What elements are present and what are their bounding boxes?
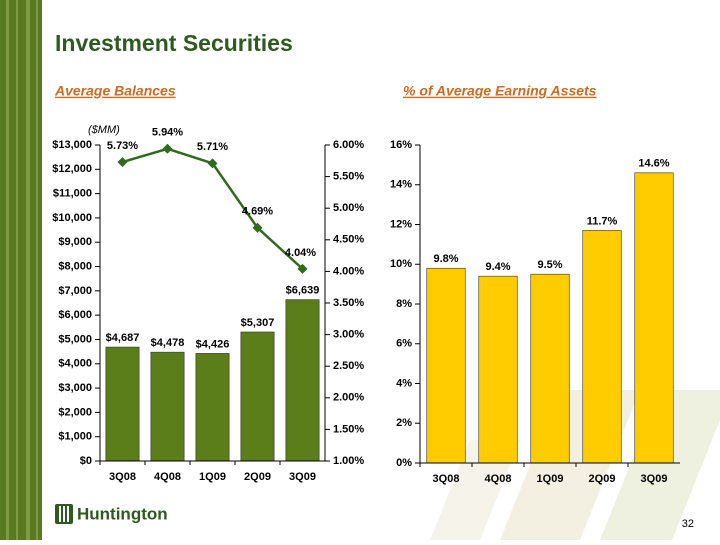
marker [297,263,308,274]
x-tick-label: 3Q09 [641,473,668,485]
y2-tick-label: 4.00% [333,265,364,277]
y-tick-label: 14% [390,179,412,191]
y2-tick-label: 1.50% [333,423,364,435]
x-tick-label: 4Q08 [485,473,512,485]
y2-tick-label: 4.50% [333,234,364,246]
slide-title: Investment Securities [55,30,293,56]
bar [240,331,275,462]
y-tick-label: $9,000 [58,236,92,248]
x-tick-label: 2Q09 [244,471,271,483]
data-label: $4,687 [106,332,140,344]
side-stripe [0,0,42,540]
y2-tick-label: 6.00% [333,139,364,151]
y2-tick-label: 1.00% [333,455,364,467]
y-tick-label: $13,000 [52,139,92,151]
data-label: 5.94% [152,127,183,139]
y-tick-label: 16% [390,139,412,151]
data-label: 5.73% [107,140,138,152]
marker [162,143,173,154]
y-tick-label: 4% [396,377,412,389]
background-shapes [430,390,720,540]
y2-tick-label: 5.50% [333,171,364,183]
data-label: 9.8% [433,253,458,265]
bar [582,230,622,464]
y-tick-label: $7,000 [58,285,92,297]
bar [150,351,185,462]
y2-tick-label: 2.00% [333,392,364,404]
bar [285,299,320,462]
data-label: $4,426 [196,338,230,350]
logo-text: Huntington [77,504,168,523]
chart-title: % of Average Earning Assets [403,83,597,99]
marker [117,157,128,168]
data-label: $5,307 [241,317,275,329]
x-tick-label: 3Q08 [433,473,460,485]
data-label: 5.71% [197,141,228,153]
x-tick-label: 1Q09 [199,471,226,483]
y2-tick-label: 3.00% [333,329,364,341]
bar [478,275,518,464]
x-tick-label: 2Q09 [589,473,616,485]
y-tick-label: 0% [396,457,412,469]
y-tick-label: 12% [390,218,412,230]
y-tick-label: $8,000 [58,260,92,272]
data-label: 4.69% [242,206,273,218]
bar [105,346,140,462]
y-tick-label: $11,000 [53,188,92,200]
y-tick-label: 10% [390,258,412,270]
x-tick-label: 3Q09 [289,471,316,483]
marker [252,222,263,233]
data-label: 14.6% [638,158,669,170]
y-tick-label: 8% [396,298,412,310]
y-tick-label: $0 [80,455,92,467]
bar [426,267,466,464]
annotation: ($MM) [88,124,120,136]
y-tick-label: $1,000 [58,431,92,443]
bar [634,172,674,464]
data-label: $6,639 [286,285,320,297]
data-label: 4.04% [285,247,316,259]
marker [207,158,218,169]
y-tick-label: 2% [396,417,412,429]
data-label: 9.5% [537,259,562,271]
y-tick-label: $12,000 [52,163,92,175]
data-label: $4,478 [151,337,185,349]
chart-title: Average Balances [54,83,176,99]
y2-tick-label: 5.00% [333,202,364,214]
y-tick-label: $6,000 [58,309,92,321]
y-tick-label: $2,000 [58,406,92,418]
y-tick-label: $5,000 [58,333,92,345]
x-tick-label: 4Q08 [154,471,181,483]
bar [195,353,230,462]
x-tick-label: 3Q08 [109,471,136,483]
y2-tick-label: 2.50% [333,360,364,372]
y-tick-label: $10,000 [52,212,92,224]
data-label: 11.7% [587,215,618,227]
y-tick-label: $4,000 [58,358,92,370]
y-tick-label: $3,000 [58,382,92,394]
y2-tick-label: 3.50% [333,297,364,309]
data-label: 9.4% [485,261,510,273]
logo: Huntington [55,504,168,524]
bar [530,273,570,464]
y-tick-label: 6% [396,338,412,350]
x-tick-label: 1Q09 [537,473,564,485]
page-number: 32 [682,518,694,530]
